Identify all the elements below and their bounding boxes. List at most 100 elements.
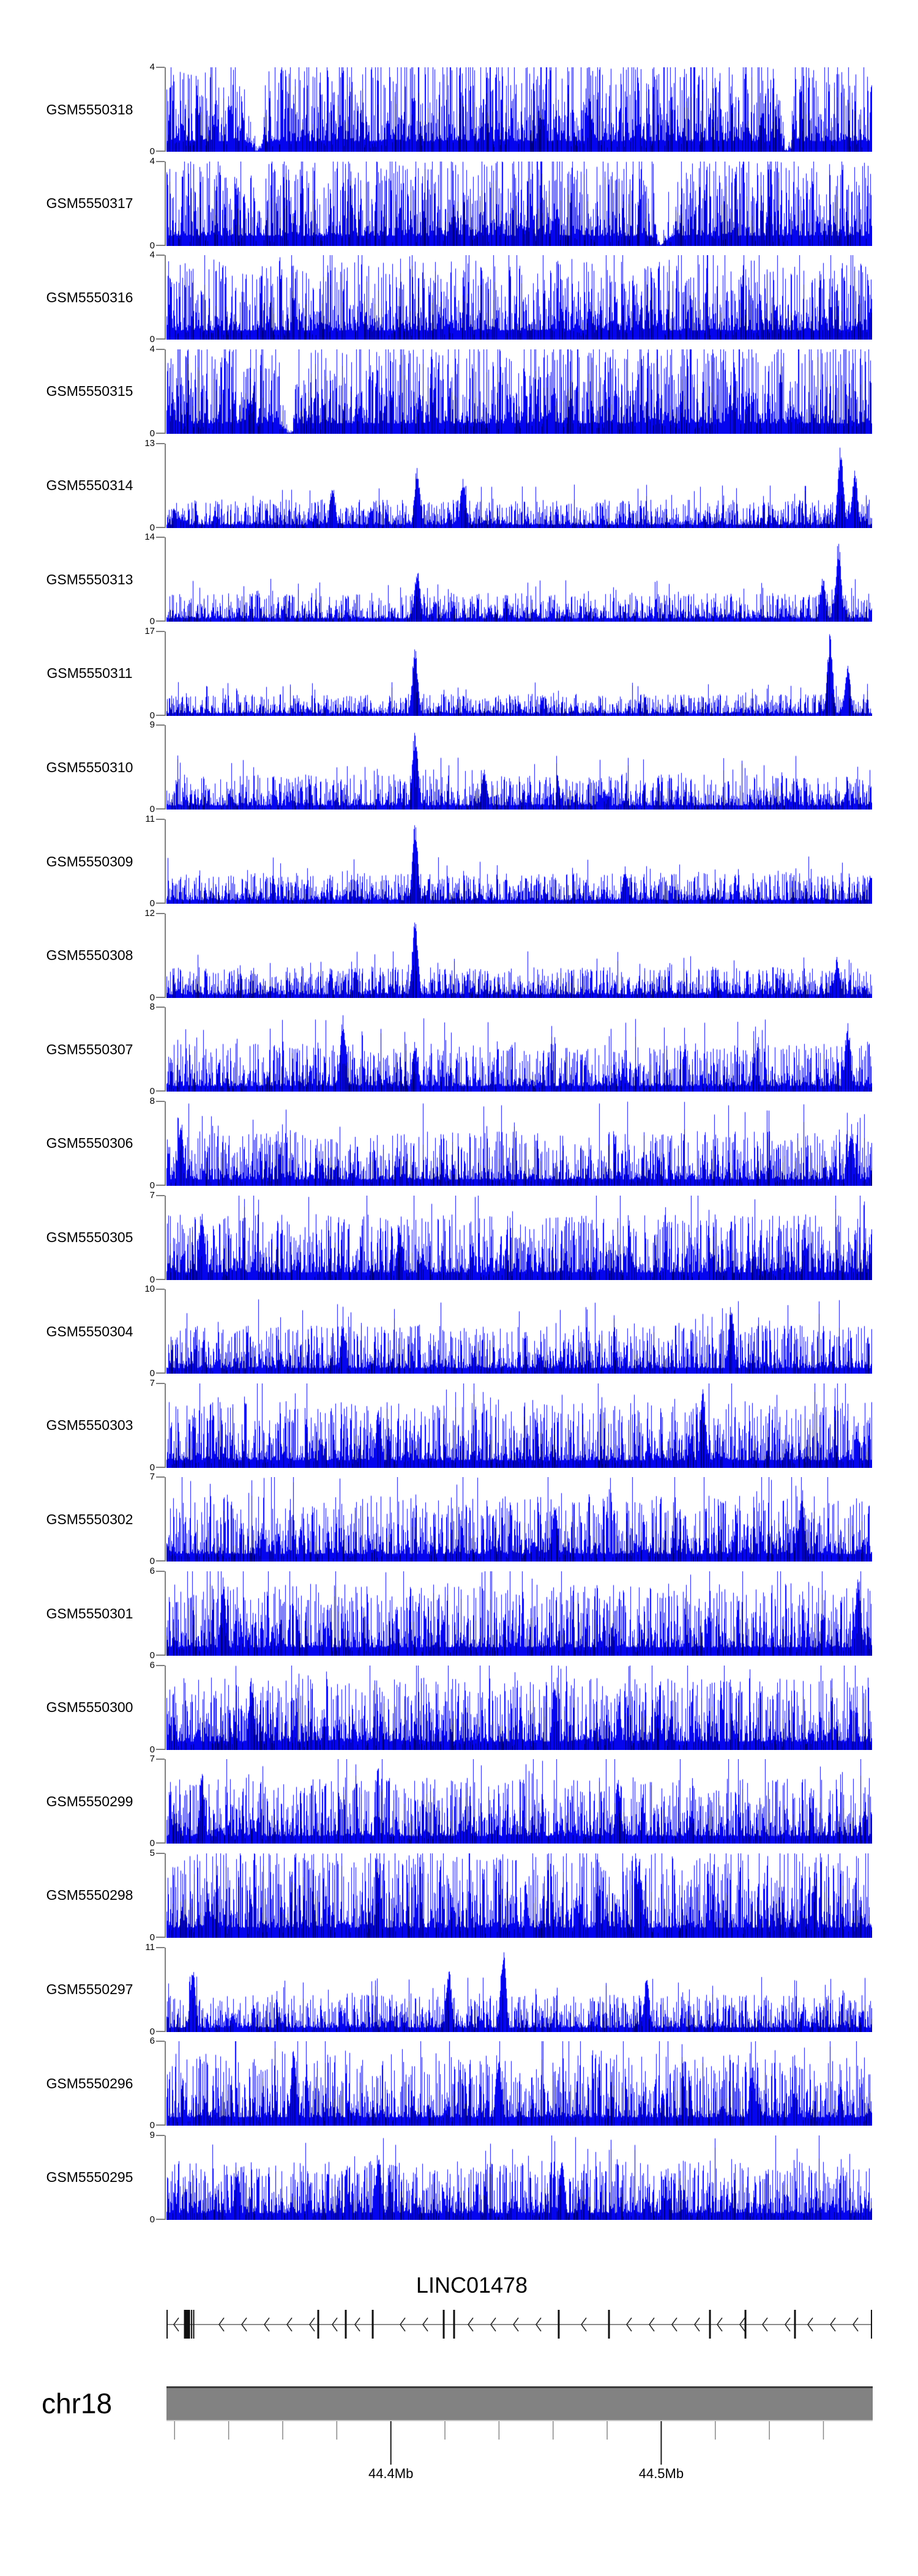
track-row: GSM5550297 11 0	[0, 1942, 918, 2042]
track-plot: 4 0	[0, 250, 918, 344]
track-plot: 8 0	[0, 1002, 918, 1096]
exon-mark	[744, 2310, 747, 2339]
track-sample-label: GSM5550306	[46, 1135, 133, 1152]
left-strand-arrow-icon	[422, 2317, 428, 2332]
track-sample-label: GSM5550305	[46, 1229, 133, 1245]
left-strand-arrow-icon	[468, 2317, 474, 2332]
y-axis-line	[165, 2041, 166, 2126]
track-row: GSM5550309 11 0	[0, 814, 918, 914]
axis-coordinate-label: 44.4Mb	[368, 2466, 414, 2481]
y-axis-max-label: 7	[149, 1472, 155, 1483]
left-strand-arrow-icon	[785, 2317, 791, 2332]
y-axis-bottom-tick	[156, 1184, 165, 1186]
signal-canvas	[166, 1007, 872, 1092]
y-axis-bottom-tick	[156, 1936, 165, 1938]
left-strand-arrow-icon	[309, 2317, 315, 2332]
y-axis-zero-label: 0	[149, 1838, 155, 1849]
signal-tracks: GSM5550318 4 0 GSM5550317 4 0	[0, 62, 918, 2229]
y-axis-top-tick	[156, 1759, 165, 1760]
track-sample-label: GSM5550301	[46, 1605, 133, 1621]
left-strand-arrow-icon	[649, 2317, 655, 2332]
chromosome-ideogram-bar	[166, 2386, 873, 2421]
left-strand-arrow-icon	[286, 2317, 293, 2332]
track-row: GSM5550304 10 0	[0, 1284, 918, 1383]
y-axis-top-tick	[156, 1946, 165, 1948]
track-sample-label: GSM5550298	[46, 1887, 133, 1904]
exon-mark	[191, 2310, 193, 2339]
y-axis-top-tick	[156, 67, 165, 68]
y-axis-bottom-tick	[156, 1278, 165, 1280]
signal-canvas	[166, 1759, 872, 1844]
y-axis-top-tick	[156, 724, 165, 726]
exon-mark	[558, 2310, 560, 2339]
signal-canvas	[166, 2041, 872, 2126]
y-axis-bottom-tick	[156, 2124, 165, 2126]
y-axis-line	[165, 1759, 166, 1844]
y-axis-top-tick	[156, 537, 165, 538]
track-plot: 11 0	[0, 1942, 918, 2037]
track-row: GSM5550311 17 0	[0, 626, 918, 726]
left-strand-arrow-icon	[739, 2317, 745, 2332]
left-strand-arrow-icon	[717, 2317, 723, 2332]
signal-canvas	[166, 1383, 872, 1468]
y-axis-bottom-tick	[156, 903, 165, 904]
signal-canvas	[166, 1947, 872, 2032]
left-strand-arrow-icon	[218, 2317, 225, 2332]
track-plot: 6 0	[0, 2036, 918, 2131]
left-strand-arrow-icon	[671, 2317, 677, 2332]
left-strand-arrow-icon	[581, 2317, 587, 2332]
track-row: GSM5550313 14 0	[0, 532, 918, 631]
exon-mark	[317, 2310, 319, 2339]
track-sample-label: GSM5550308	[46, 947, 133, 964]
track-plot: 7 0	[0, 1754, 918, 1848]
y-axis-zero-label: 0	[149, 522, 155, 533]
y-axis-line	[165, 1195, 166, 1280]
left-strand-arrow-icon	[830, 2317, 836, 2332]
track-sample-label: GSM5550299	[46, 1793, 133, 1809]
left-strand-arrow-icon	[332, 2317, 338, 2332]
y-axis-zero-label: 0	[149, 1274, 155, 1285]
exon-mark	[453, 2310, 455, 2339]
exon-mark	[193, 2310, 195, 2339]
y-axis-max-label: 17	[144, 625, 155, 636]
y-axis-max-label: 7	[149, 1754, 155, 1765]
y-axis-line	[165, 1571, 166, 1656]
y-axis-top-tick	[156, 1571, 165, 1572]
track-row: GSM5550298 5 0	[0, 1848, 918, 1948]
y-axis-top-tick	[156, 819, 165, 820]
y-axis-zero-label: 0	[149, 1744, 155, 1755]
exon-mark	[371, 2310, 374, 2339]
y-axis-line	[165, 819, 166, 904]
track-row: GSM5550310 9 0	[0, 720, 918, 819]
track-plot: 4 0	[0, 156, 918, 251]
track-plot: 5 0	[0, 1848, 918, 1943]
track-plot: 6 0	[0, 1660, 918, 1755]
y-axis-top-tick	[156, 1852, 165, 1854]
track-sample-label: GSM5550318	[46, 101, 133, 117]
track-sample-label: GSM5550295	[46, 2169, 133, 2186]
track-sample-label: GSM5550297	[46, 1981, 133, 1997]
y-axis-bottom-tick	[156, 620, 165, 622]
y-axis-bottom-tick	[156, 338, 165, 340]
y-axis-top-tick	[156, 1476, 165, 1478]
track-row: GSM5550296 6 0	[0, 2036, 918, 2135]
y-axis-max-label: 6	[149, 1566, 155, 1576]
track-row: GSM5550315 4 0	[0, 344, 918, 444]
track-plot: 9 0	[0, 720, 918, 814]
y-axis-max-label: 4	[149, 343, 155, 354]
track-plot: 17 0	[0, 626, 918, 721]
track-sample-label: GSM5550309	[46, 853, 133, 869]
signal-canvas	[166, 443, 872, 528]
y-axis-top-tick	[156, 442, 165, 444]
signal-canvas	[166, 819, 872, 904]
signal-canvas	[166, 1477, 872, 1562]
y-axis-max-label: 13	[144, 437, 155, 449]
y-axis-line	[165, 913, 166, 998]
y-axis-bottom-tick	[156, 1655, 165, 1656]
track-sample-label: GSM5550303	[46, 1417, 133, 1434]
y-axis-line	[165, 1007, 166, 1092]
y-axis-zero-label: 0	[149, 428, 155, 439]
y-axis-top-tick	[156, 2041, 165, 2042]
y-axis-zero-label: 0	[149, 992, 155, 1003]
y-axis-line	[165, 1101, 166, 1186]
